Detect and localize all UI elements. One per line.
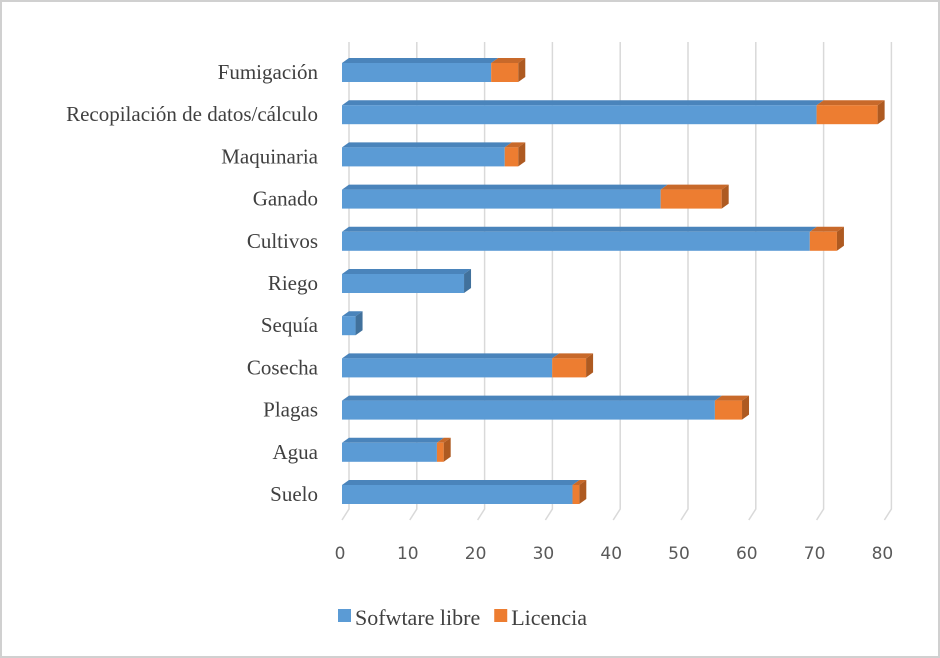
bar-side-face xyxy=(518,58,526,82)
bar-segment-sofwtare-libre xyxy=(342,63,492,82)
bar-top-face xyxy=(342,269,472,274)
x-tick-label: 0 xyxy=(335,544,346,564)
bar-segment-sofwtare-libre xyxy=(342,274,465,293)
x-tick-label: 10 xyxy=(397,544,419,564)
bar-segment-sofwtare-libre xyxy=(342,231,810,251)
category-label: Maquinaria xyxy=(221,144,318,168)
bar-top-face xyxy=(342,184,668,190)
x-tick-label: 30 xyxy=(533,544,555,564)
category-label: Agua xyxy=(273,440,319,464)
category-label: Ganado xyxy=(253,187,318,211)
bar-segment-sofwtare-libre xyxy=(342,105,817,125)
bar-top-face xyxy=(436,437,451,443)
bar-top-face xyxy=(342,437,444,443)
bar-segment-licencia xyxy=(572,485,580,504)
bar-segment-licencia xyxy=(816,105,878,125)
bar-top-face xyxy=(491,58,526,63)
bar-side-face xyxy=(355,311,363,336)
bar-segment-licencia xyxy=(809,231,837,251)
bar-side-face xyxy=(464,269,472,293)
legend-swatch xyxy=(494,609,508,622)
bar-segment-licencia xyxy=(714,400,743,420)
bar-segment-sofwtare-libre xyxy=(342,189,661,209)
bar-segment-sofwtare-libre xyxy=(342,358,553,378)
legend-label: Sofwtare libre xyxy=(355,605,480,630)
bar-top-face xyxy=(342,311,363,317)
bar-top-face xyxy=(342,100,824,106)
bar-top-face xyxy=(572,480,587,485)
bar-segment-sofwtare-libre xyxy=(342,147,505,167)
gridline xyxy=(883,42,893,521)
bar-segment-licencia xyxy=(491,63,519,82)
gridline xyxy=(748,42,757,521)
x-tick-label: 40 xyxy=(600,544,622,564)
category-label: Fumigación xyxy=(218,60,319,84)
category-label: Cosecha xyxy=(247,355,319,379)
bar-top-face xyxy=(809,226,844,232)
category-label: Cultivos xyxy=(247,229,318,253)
category-label: Recopilación de datos/cálculo xyxy=(66,102,318,126)
bar-top-face xyxy=(342,353,560,359)
bar-segment-sofwtare-libre xyxy=(342,400,715,420)
bar-top-face xyxy=(816,100,885,106)
bar-top-face xyxy=(504,142,526,148)
bar-top-face xyxy=(660,184,729,190)
bar-side-face xyxy=(443,437,451,462)
bar-segment-sofwtare-libre xyxy=(342,442,437,462)
bar-side-face xyxy=(518,142,526,167)
legend-label: Licencia xyxy=(511,605,587,630)
bar-segment-licencia xyxy=(660,189,722,209)
bar-top-face xyxy=(342,395,722,401)
x-tick-label: 50 xyxy=(668,544,690,564)
x-tick-label: 70 xyxy=(804,544,826,564)
bar-top-face xyxy=(552,353,594,359)
x-tick-label: 60 xyxy=(736,544,758,564)
bar-side-face xyxy=(742,395,750,420)
bar-segment-licencia xyxy=(504,147,519,167)
bar-segment-licencia xyxy=(552,358,587,378)
category-label: Riego xyxy=(268,271,318,295)
category-label: Suelo xyxy=(270,482,318,506)
bar-side-face xyxy=(721,184,729,209)
bar-top-face xyxy=(342,226,817,232)
bar-segment-sofwtare-libre xyxy=(342,485,573,504)
bar-top-face xyxy=(342,58,499,63)
bar-side-face xyxy=(836,226,844,251)
bar-segment-sofwtare-libre xyxy=(342,316,356,336)
bar-top-face xyxy=(342,142,512,148)
bar-top-face xyxy=(714,395,750,401)
bar-side-face xyxy=(877,100,885,125)
legend-swatch xyxy=(338,609,351,622)
bar-segment-licencia xyxy=(436,442,444,462)
bar-side-face xyxy=(579,480,587,504)
x-tick-label: 80 xyxy=(872,544,894,564)
category-label: Sequía xyxy=(261,313,319,337)
x-tick-label: 20 xyxy=(465,544,487,564)
gridline xyxy=(815,42,825,521)
bar-top-face xyxy=(342,480,580,485)
bar-side-face xyxy=(586,353,594,378)
category-label: Plagas xyxy=(263,398,318,422)
